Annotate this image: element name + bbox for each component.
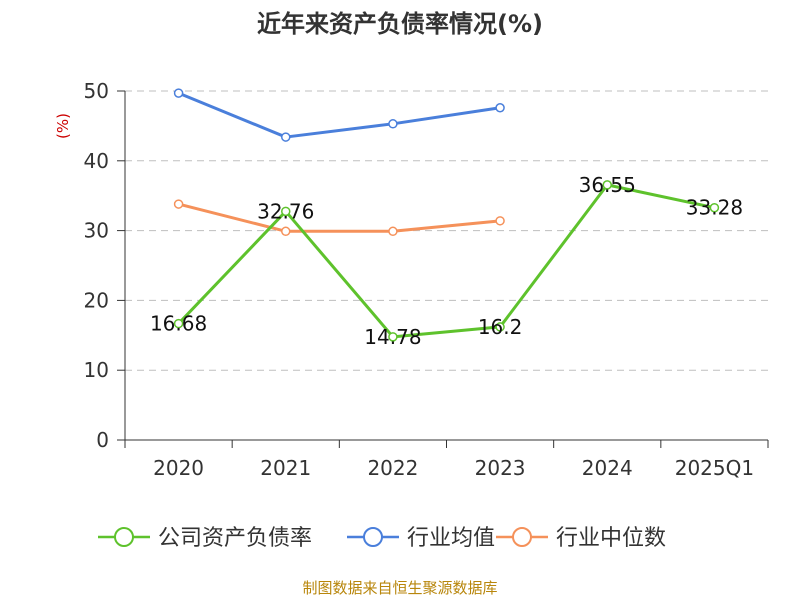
x-tick-label: 2021 — [260, 456, 311, 480]
legend-label: 行业中位数 — [556, 526, 666, 551]
legend-label: 行业均值 — [407, 526, 495, 551]
axes: 0 10 20 30 40 50 2020 2021 2022 2023 2024 2025Q1 — [84, 79, 769, 480]
chart-title: 近年来资产负债率情况(%) — [257, 10, 543, 38]
legend-marker — [512, 527, 532, 547]
y-axis-unit-label: (%) — [54, 113, 72, 139]
data-point-company[interactable] — [388, 332, 398, 342]
data-point-company[interactable] — [495, 322, 505, 332]
source-note: 制图数据来自恒生聚源数据库 — [302, 579, 497, 597]
legend-label: 公司资产负债率 — [158, 526, 312, 551]
series-line-industry-avg — [178, 91, 501, 139]
x-tick-label: 2025Q1 — [675, 456, 754, 480]
y-tick-label: 0 — [96, 428, 109, 452]
grid-lines — [125, 90, 768, 371]
data-point-company[interactable] — [602, 180, 612, 190]
data-point-industry-median[interactable] — [281, 226, 291, 237]
data-label: 16.2 — [478, 315, 523, 339]
y-tick-label: 20 — [84, 288, 109, 312]
legend-marker — [114, 527, 134, 547]
y-tick-label: 40 — [84, 149, 109, 173]
data-point-industry-avg[interactable] — [173, 88, 184, 98]
data-point-industry-avg[interactable] — [281, 132, 291, 142]
legend-item[interactable]: 行业中位数 — [496, 526, 666, 551]
legend-item[interactable]: 行业均值 — [347, 526, 495, 551]
x-tick-label: 2022 — [367, 456, 418, 480]
series-line-company — [177, 183, 715, 339]
data-label: 14.78 — [364, 325, 421, 349]
data-point-company[interactable] — [173, 318, 184, 329]
x-tick-label: 2020 — [153, 456, 204, 480]
data-labels: 16.68 32.76 14.78 16.2 36.55 33.28 — [150, 173, 743, 349]
data-point-industry-median[interactable] — [388, 226, 398, 237]
data-label: 36.55 — [579, 173, 636, 197]
y-tick-label: 30 — [84, 219, 109, 243]
y-tick-label: 10 — [84, 358, 109, 382]
data-point-industry-avg[interactable] — [495, 103, 505, 113]
legend[interactable]: 公司资产负债率 行业均值 行业中位数 — [98, 526, 666, 551]
data-label: 32.76 — [257, 199, 314, 223]
data-point-company[interactable] — [709, 202, 720, 213]
y-tick-label: 50 — [84, 79, 109, 103]
series-line-industry-median — [178, 202, 501, 233]
data-label: 16.68 — [150, 312, 207, 336]
legend-item[interactable]: 公司资产负债率 — [98, 526, 312, 551]
data-point-industry-median[interactable] — [173, 199, 184, 209]
data-point-industry-avg[interactable] — [388, 119, 398, 129]
data-point-industry-median[interactable] — [495, 216, 505, 226]
legend-marker — [363, 527, 383, 547]
x-tick-label: 2024 — [582, 456, 633, 480]
series-lines — [173, 88, 720, 342]
x-tick-label: 2023 — [475, 456, 526, 480]
data-label: 33.28 — [686, 196, 743, 220]
data-point-company[interactable] — [281, 206, 291, 217]
